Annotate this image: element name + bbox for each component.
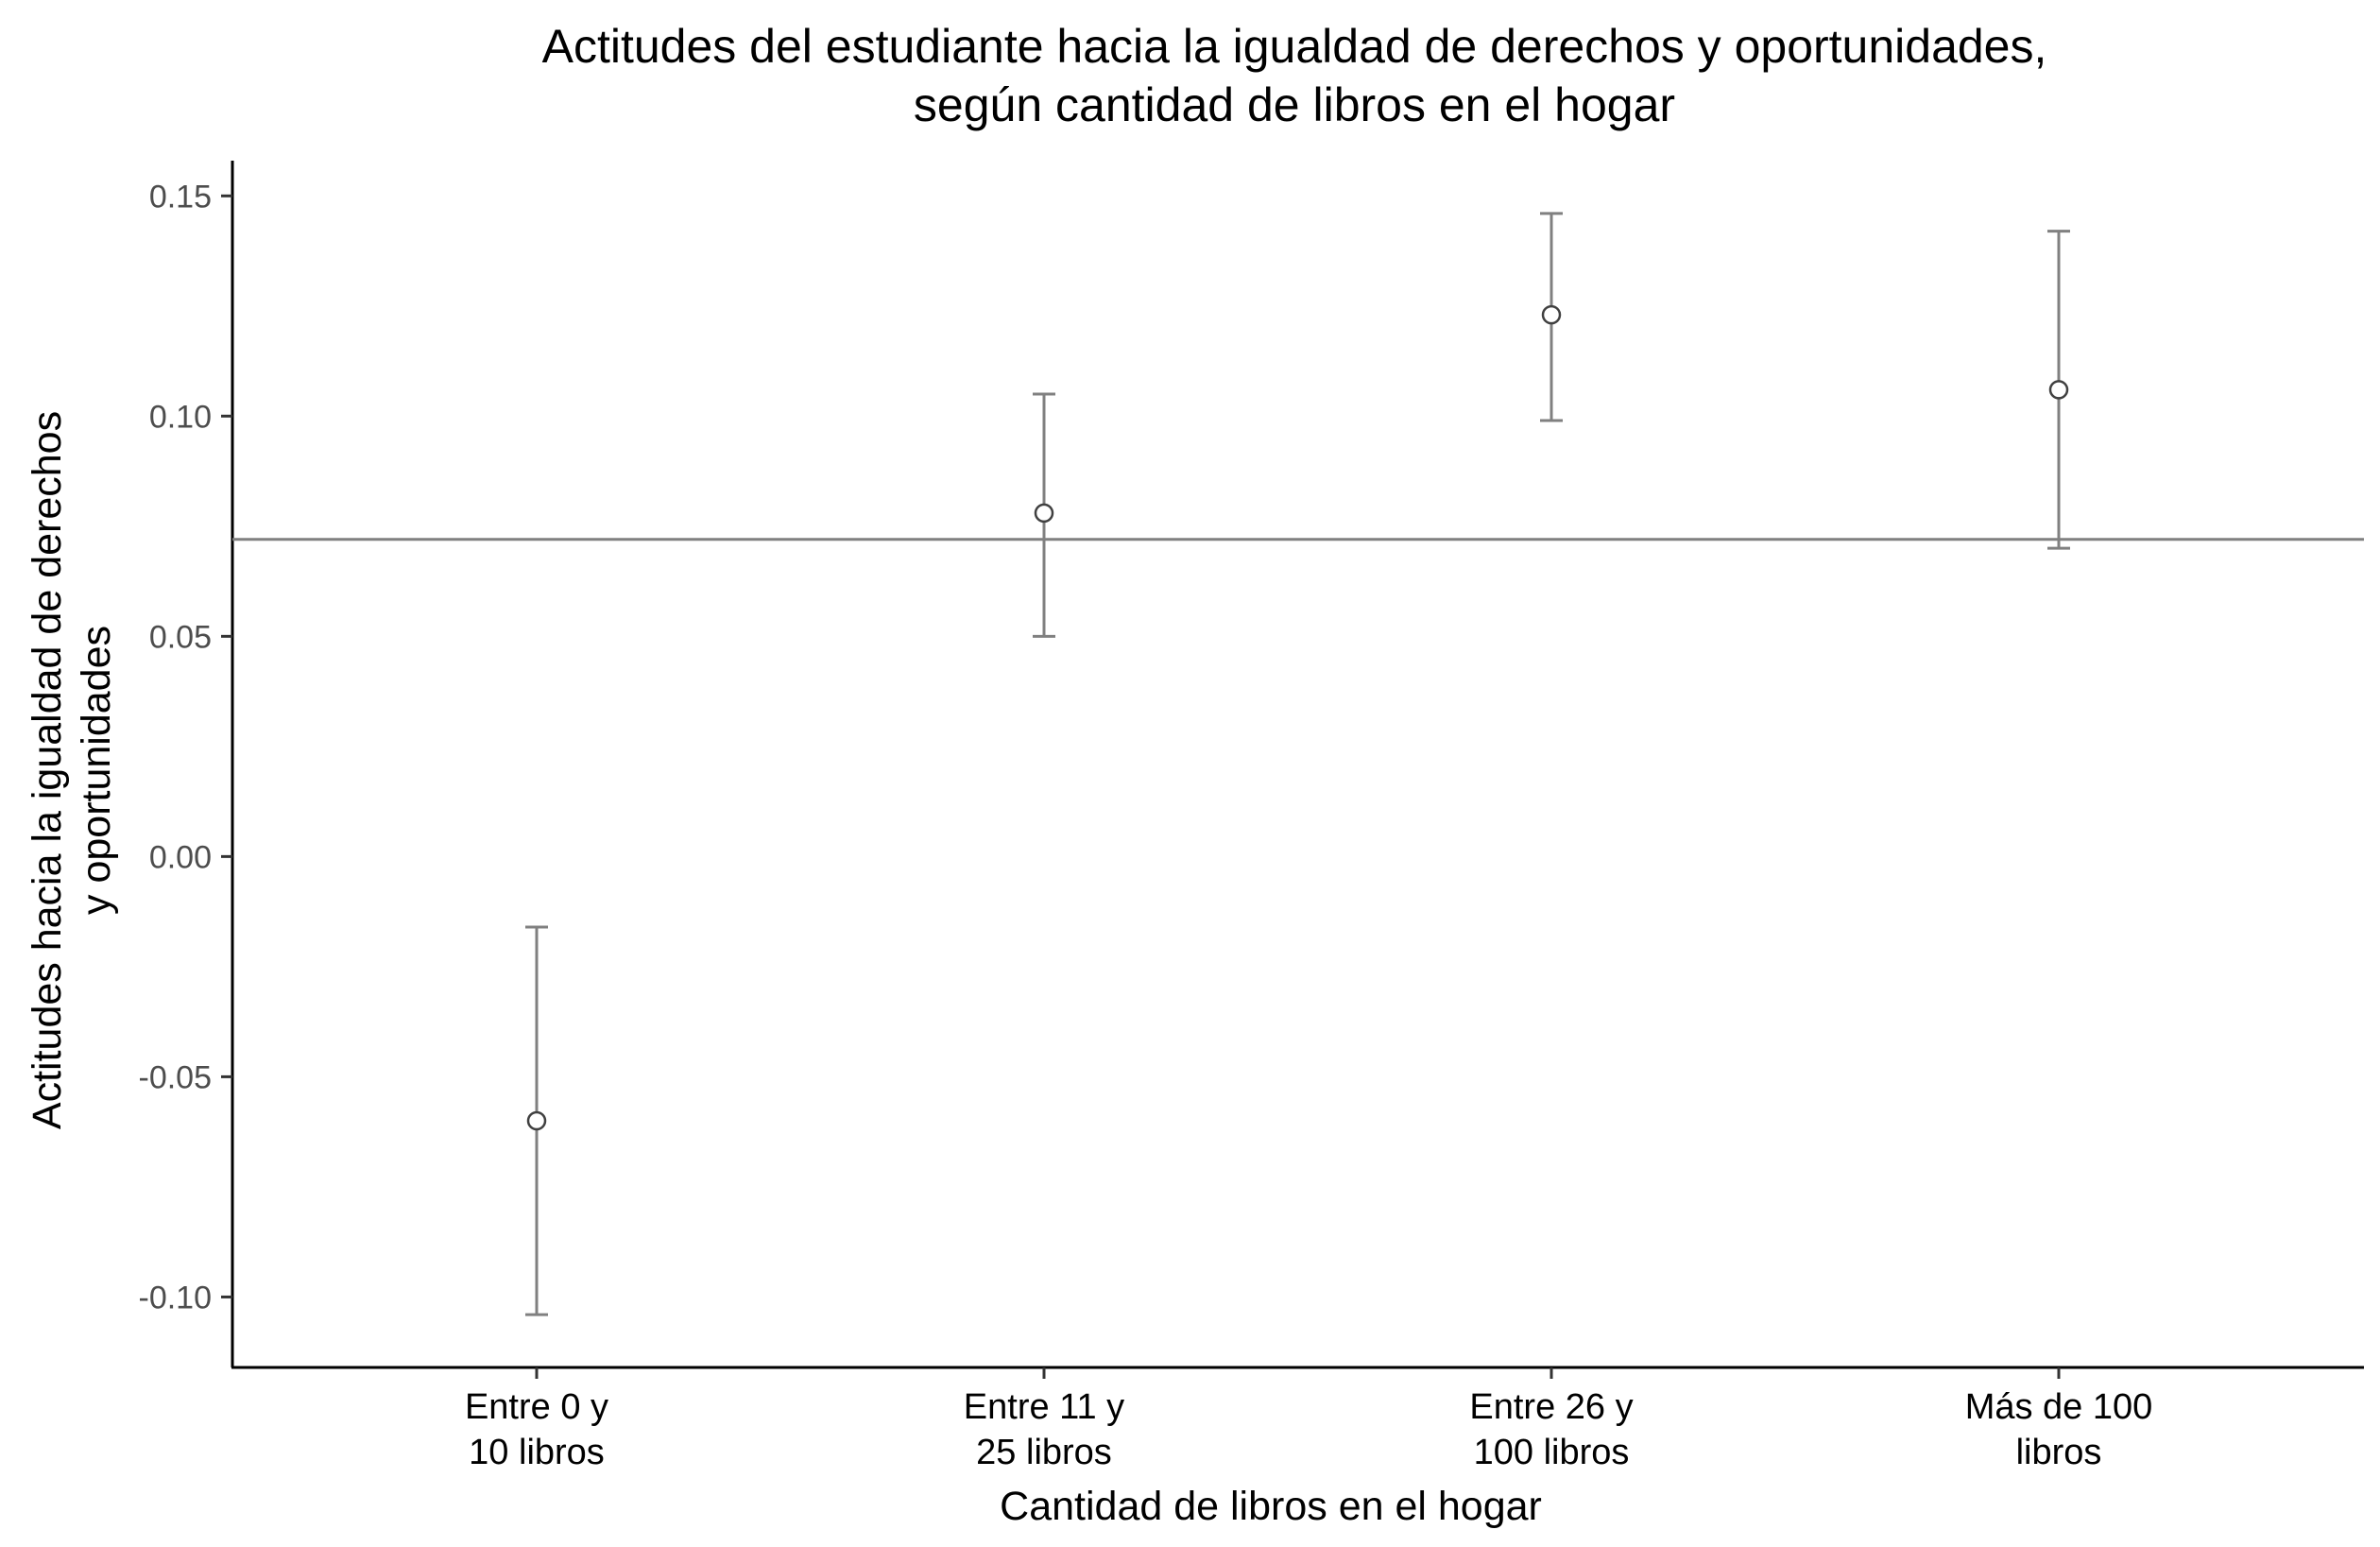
x-tick-label: Entre 26 y [1469, 1387, 1633, 1427]
x-tick-label: Más de 100 [1965, 1387, 2153, 1427]
data-point [1541, 304, 1562, 325]
error-bars [525, 212, 2070, 1316]
x-tick-label: Entre 0 y [465, 1387, 608, 1427]
y-tick-label: -0.10 [139, 1280, 213, 1315]
x-tick-label: libros [2016, 1433, 2102, 1472]
y-axis-title-line-1: Actitudes hacia la igualdad de derechos [25, 411, 70, 1129]
y-axis-title-line-2: y oportunidades [74, 626, 119, 915]
x-tick-label: Entre 11 y [964, 1387, 1124, 1427]
y-tick-label: 0.10 [149, 399, 212, 435]
y-tick-label: 0.05 [149, 619, 212, 655]
y-tick-label: 0.00 [149, 839, 212, 875]
chart-title-line-2: según cantidad de libros en el hogar [914, 78, 1675, 131]
x-tick-label: 25 libros [976, 1433, 1112, 1472]
points [526, 304, 2069, 1131]
x-ticks: Entre 0 y 10 libros Entre 11 y 25 libros Ent… [465, 1367, 2152, 1472]
data-point [526, 1110, 547, 1131]
y-ticks: -0.10 -0.05 0.00 0.05 0.10 0.15 [139, 179, 232, 1315]
x-axis-title: Cantidad de libros en el hogar [1000, 1484, 1542, 1529]
x-tick-label: 10 libros [469, 1433, 605, 1472]
data-point [2048, 380, 2069, 400]
data-point [1034, 503, 1054, 524]
chart-title-line-1: Actitudes del estudiante hacia la iguald… [542, 20, 2047, 73]
x-tick-label: 100 libros [1474, 1433, 1630, 1472]
y-tick-label: -0.05 [139, 1059, 213, 1095]
y-tick-label: 0.15 [149, 179, 212, 215]
